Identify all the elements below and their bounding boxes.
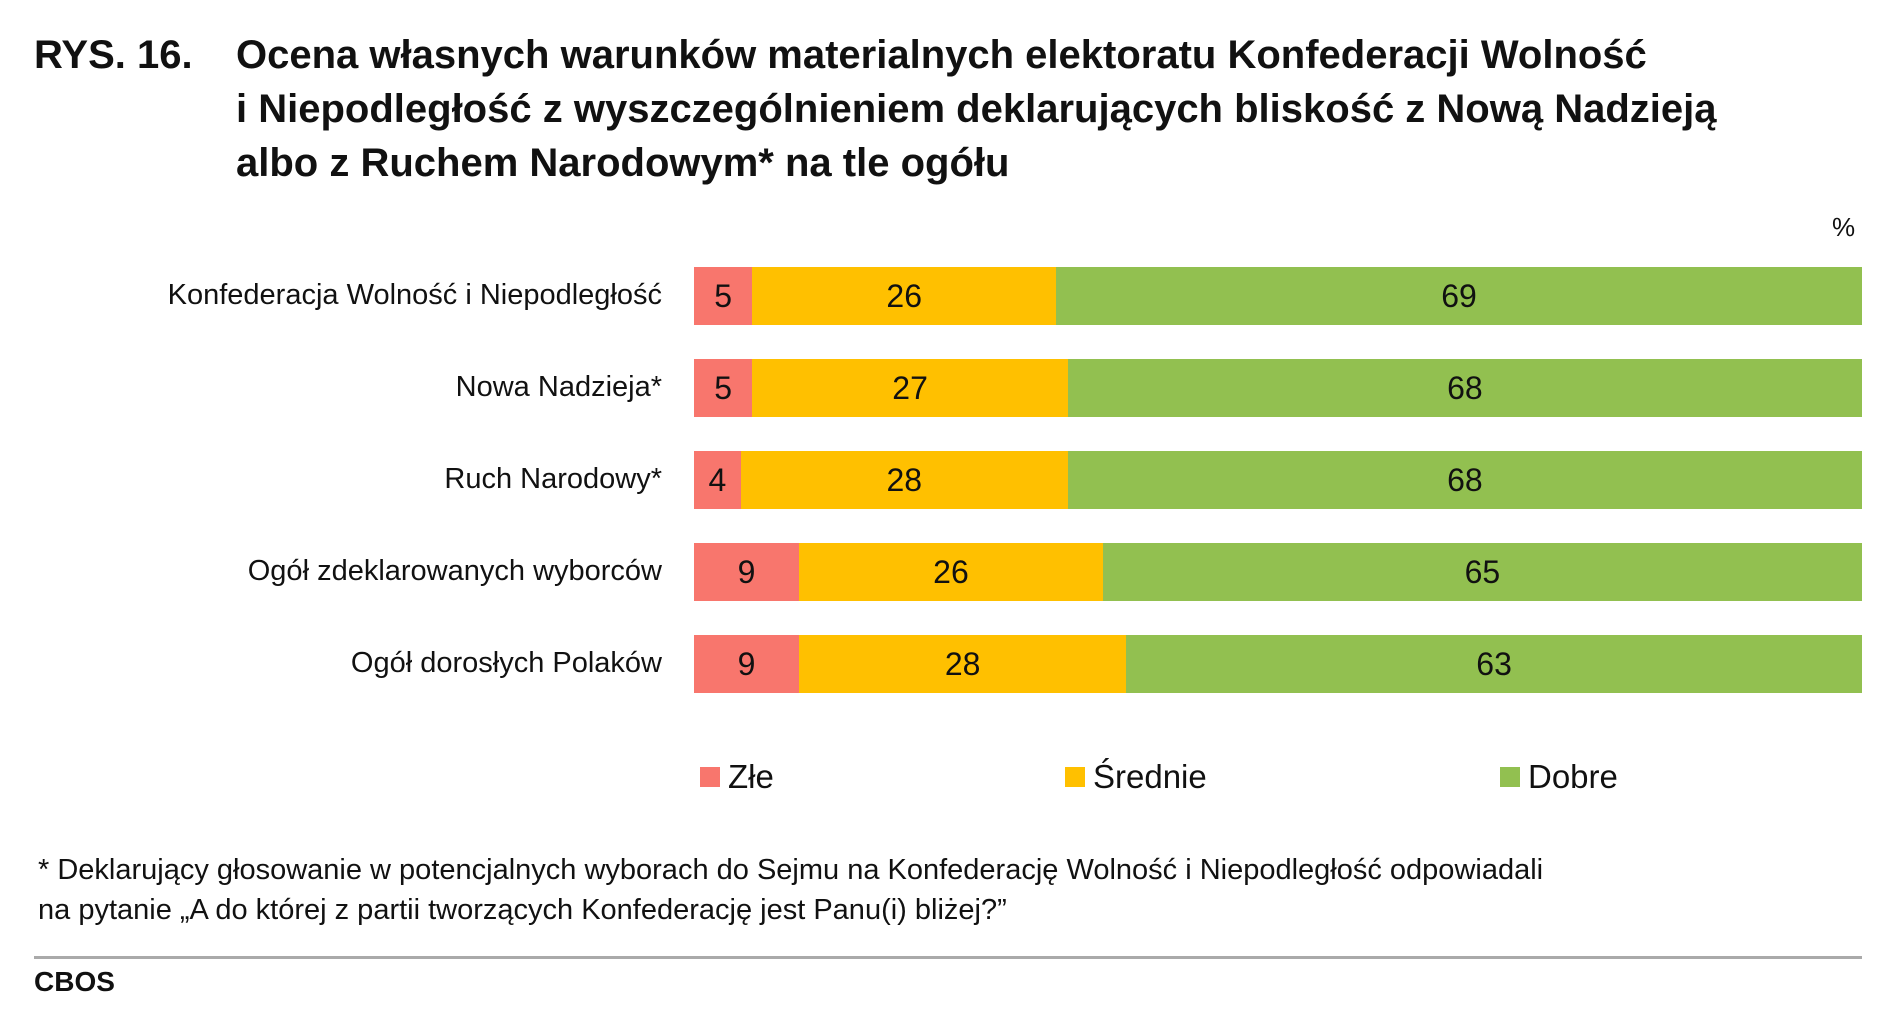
bar-segment: 28 xyxy=(799,635,1127,693)
data-label: 9 xyxy=(737,645,756,682)
bar-segment: 5 xyxy=(694,267,753,325)
bar-segment: 68 xyxy=(1067,451,1862,509)
bar-segment: 5 xyxy=(694,359,753,417)
data-label: 63 xyxy=(1476,645,1512,682)
data-label: 26 xyxy=(933,553,969,590)
title-line: Ocena własnych warunków materialnych ele… xyxy=(236,33,1647,77)
data-label: 28 xyxy=(944,645,981,682)
divider xyxy=(34,956,1862,959)
data-label: 26 xyxy=(886,277,923,314)
data-label: 69 xyxy=(1441,277,1477,314)
category-label: Ogół zdeklarowanych wyborców xyxy=(247,555,662,587)
data-label: 4 xyxy=(708,461,727,498)
category-label: Ogół dorosłych Polaków xyxy=(350,647,662,679)
legend-label: Średnie xyxy=(1093,758,1207,795)
chart-title: RYS. 16. Ocena własnych warunków materia… xyxy=(34,28,1856,190)
bar-segment: 9 xyxy=(694,635,800,693)
bar-segment: 4 xyxy=(694,451,741,509)
data-label: 27 xyxy=(892,369,928,406)
bar-segment: 26 xyxy=(752,267,1057,325)
legend-item: Dobre xyxy=(1500,758,1618,796)
bar-segment: 28 xyxy=(740,451,1068,509)
bar-segment: 65 xyxy=(1102,543,1862,601)
category-label: Nowa Nadzieja* xyxy=(455,371,662,403)
data-label: 28 xyxy=(886,461,923,498)
bar-segment: 68 xyxy=(1067,359,1862,417)
bar-segment: 63 xyxy=(1126,635,1862,693)
data-label: 68 xyxy=(1447,461,1483,498)
title-line: i Niepodległość z wyszczególnieniem dekl… xyxy=(236,87,1717,131)
legend-label: Dobre xyxy=(1528,758,1618,795)
category-label: Ruch Narodowy* xyxy=(444,463,662,495)
footnote-line: * Deklarujący głosowanie w potencjalnych… xyxy=(38,854,1544,886)
data-label: 68 xyxy=(1447,369,1483,406)
legend-label: Złe xyxy=(728,758,774,795)
category-label: Konfederacja Wolność i Niepodległość xyxy=(167,279,662,311)
data-label: 65 xyxy=(1464,553,1501,590)
brand-logo: CBOS xyxy=(34,966,115,997)
figure-number: RYS. 16. xyxy=(34,33,193,77)
data-label: 5 xyxy=(714,277,733,314)
legend-swatch xyxy=(700,767,720,787)
legend-swatch xyxy=(1500,767,1520,787)
legend-item: Średnie xyxy=(1065,758,1207,796)
unit-label: % xyxy=(1832,212,1856,242)
legend-item: Złe xyxy=(700,758,774,796)
bar-segment: 26 xyxy=(799,543,1103,601)
footnote-line: na pytanie „A do której z partii tworząc… xyxy=(38,894,1007,926)
data-label: 9 xyxy=(737,553,756,590)
bar-segment: 9 xyxy=(694,543,800,601)
footnote: * Deklarujący głosowanie w potencjalnych… xyxy=(38,850,1543,930)
bar-segment: 69 xyxy=(1056,267,1862,325)
data-label: 5 xyxy=(714,369,733,406)
legend-swatch xyxy=(1065,767,1085,787)
bar-segment: 27 xyxy=(752,359,1068,417)
title-line: albo z Ruchem Narodowym* na tle ogółu xyxy=(236,141,1010,185)
